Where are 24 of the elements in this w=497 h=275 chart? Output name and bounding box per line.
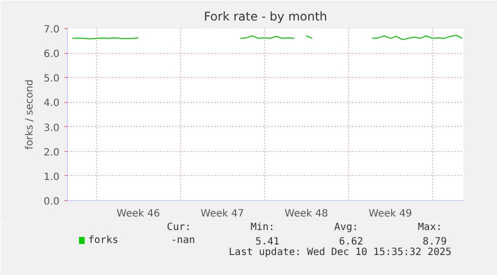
text: Min: [250,222,275,233]
text: 5.41 [255,236,280,248]
x-tick-label: Week 49 [368,208,412,220]
y-tick-label: 2.0 [44,147,60,158]
x-tick-label: Week 47 [200,208,244,220]
x-tick-label: Week 46 [116,208,160,220]
text: Last update: Wed Dec 10 15:35:32 2025 [228,247,452,258]
y-tick-label: 7.0 [44,24,60,36]
y-axis-title: forks / second [24,79,36,150]
text: Avg: [334,222,358,233]
chart-title: Fork rate - by month [204,10,328,24]
y-tick-label: 1.0 [44,172,60,183]
text: 6.62 [339,236,364,248]
y-tick-label: 4.0 [44,98,60,110]
y-tick-label: 3.0 [44,122,60,134]
legend-label: forks [88,235,118,246]
text: 8.79 [422,236,447,248]
y-tick-label: 6.0 [44,49,60,60]
x-tick-label: Week 48 [284,208,328,220]
text: Max: [418,222,442,233]
y-tick-label: 0.0 [44,196,60,208]
text: Cur: [166,222,192,233]
text: -nan [170,235,195,246]
y-tick-label: 5.0 [44,74,60,85]
